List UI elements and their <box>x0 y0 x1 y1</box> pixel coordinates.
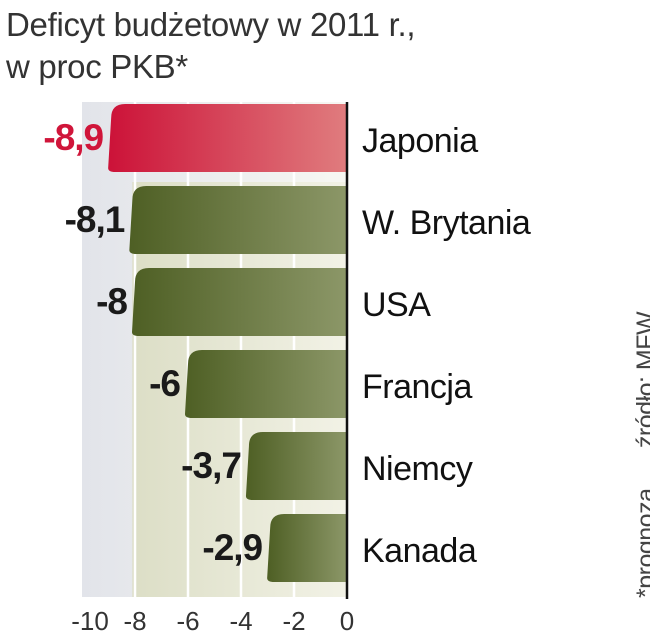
x-tick-label: -6 <box>176 606 199 636</box>
value-label: -6 <box>149 363 180 404</box>
value-label: -3,7 <box>181 445 241 486</box>
category-label: Japonia <box>362 122 478 160</box>
bar-niemcy <box>245 432 347 500</box>
category-label: Kanada <box>362 532 477 570</box>
bar-japonia <box>108 104 348 172</box>
x-tick-label: -8 <box>123 606 146 636</box>
chart-title: Deficyt budżetowy w 2011 r., w proc PKB* <box>6 4 416 88</box>
forecast-note: *prognoza <box>632 488 650 598</box>
gridlines <box>133 102 296 597</box>
chart-title-line-2: w proc PKB* <box>6 48 188 85</box>
bar-w-brytania <box>129 186 347 254</box>
value-label: -8 <box>96 281 127 322</box>
bar-kanada <box>267 514 347 582</box>
value-label: -8,1 <box>65 199 125 240</box>
category-label: Francja <box>362 368 472 406</box>
x-tick-label: -4 <box>229 606 252 636</box>
category-label: Niemcy <box>362 450 473 488</box>
x-axis: -10 -8 -6 -4 -2 0 <box>71 102 354 636</box>
x-tick-label: 0 <box>340 606 354 636</box>
bars <box>108 104 348 582</box>
bar-usa <box>132 268 347 336</box>
labels: -8,9 Japonia -8,1 W. Brytania -8 USA -6 Francja… <box>43 117 531 570</box>
value-label: -2,9 <box>202 527 262 568</box>
category-label: W. Brytania <box>362 204 531 242</box>
category-label: USA <box>362 286 431 324</box>
x-tick-label: -2 <box>282 606 305 636</box>
side-note: *prognoza źródło: MFW <box>632 312 650 598</box>
value-label: -8,9 <box>43 117 103 158</box>
chart-title-line-1: Deficyt budżetowy w 2011 r., <box>6 6 416 43</box>
bar-francja <box>185 350 347 418</box>
x-tick-label: -10 <box>71 606 109 636</box>
source-note: źródło: MFW <box>632 311 650 449</box>
